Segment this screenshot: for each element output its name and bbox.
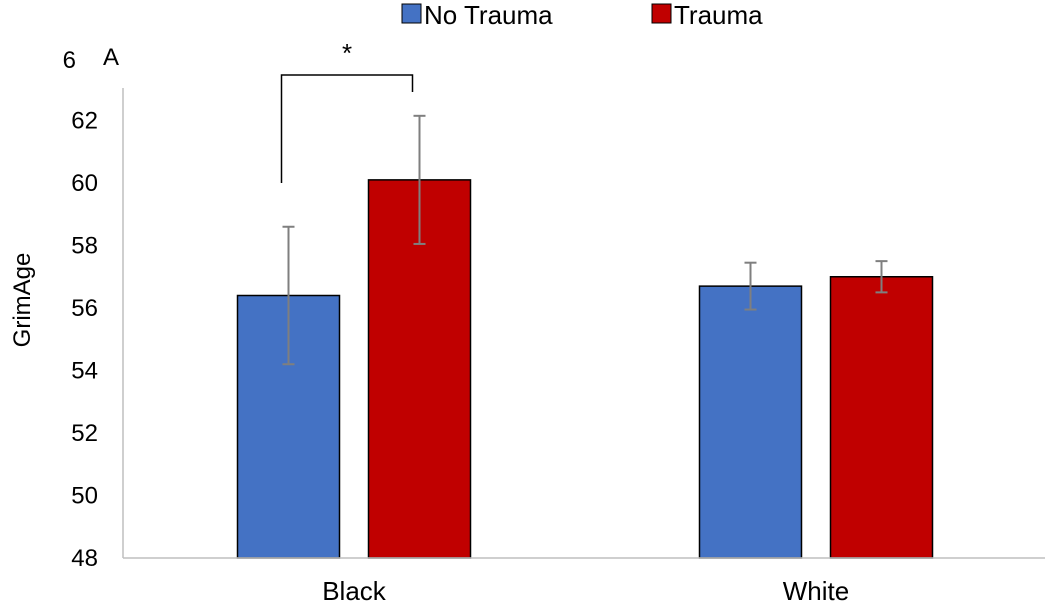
category-labels: Black White [322, 576, 849, 605]
legend-swatch [651, 3, 672, 24]
x-tick-label: Black [322, 576, 387, 605]
panel-label: A [103, 44, 119, 71]
y-tick-label: 54 [71, 358, 98, 385]
y-top-tick-label: 6 [63, 47, 76, 74]
y-tick-label: 50 [71, 483, 98, 510]
y-tick-label: 52 [71, 420, 98, 447]
y-tick-label: 56 [71, 295, 98, 322]
significance-bracket [280, 74, 414, 183]
legend-swatch [401, 3, 422, 24]
legend: No Trauma Trauma [401, 0, 763, 30]
legend-label: No Trauma [424, 0, 553, 30]
x-tick-label: White [783, 576, 849, 605]
bar [829, 276, 934, 559]
significance-marker: * [280, 38, 414, 183]
significance-star: * [342, 38, 352, 68]
y-axis-ticks: 48 50 52 54 56 58 60 62 [71, 108, 98, 573]
y-tick-label: 58 [71, 233, 98, 260]
bars [236, 114, 934, 559]
bar [698, 285, 803, 559]
legend-label: Trauma [674, 0, 763, 30]
y-tick-label: 62 [71, 108, 98, 135]
y-tick-label: 60 [71, 170, 98, 197]
y-axis-title: GrimAge [9, 253, 36, 348]
y-tick-label: 48 [71, 545, 98, 572]
